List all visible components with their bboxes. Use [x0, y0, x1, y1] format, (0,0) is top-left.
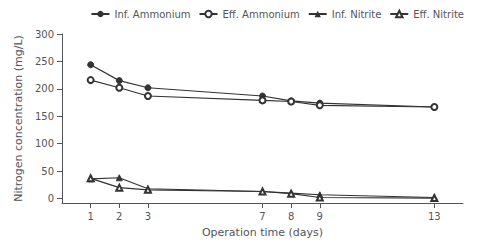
svg-text:Inf. Nitrite: Inf. Nitrite	[332, 9, 382, 20]
svg-text:7: 7	[259, 211, 265, 222]
svg-text:Nitrogen concentration (mg/L): Nitrogen concentration (mg/L)	[12, 35, 25, 202]
svg-text:Inf. Ammonium: Inf. Ammonium	[114, 9, 190, 20]
svg-text:1: 1	[87, 211, 93, 222]
svg-text:13: 13	[428, 211, 441, 222]
svg-text:Operation time (days): Operation time (days)	[202, 226, 323, 239]
svg-text:Eff. Nitrite: Eff. Nitrite	[413, 9, 464, 20]
svg-text:100: 100	[35, 138, 54, 149]
svg-text:8: 8	[288, 211, 294, 222]
svg-text:3: 3	[145, 211, 151, 222]
svg-text:50: 50	[41, 166, 54, 177]
svg-text:300: 300	[35, 29, 54, 40]
svg-text:9: 9	[317, 211, 323, 222]
svg-text:200: 200	[35, 83, 54, 94]
svg-text:2: 2	[116, 211, 122, 222]
svg-text:0: 0	[48, 193, 54, 204]
svg-text:Eff. Ammonium: Eff. Ammonium	[223, 9, 300, 20]
svg-text:150: 150	[35, 111, 54, 122]
svg-text:250: 250	[35, 56, 54, 67]
